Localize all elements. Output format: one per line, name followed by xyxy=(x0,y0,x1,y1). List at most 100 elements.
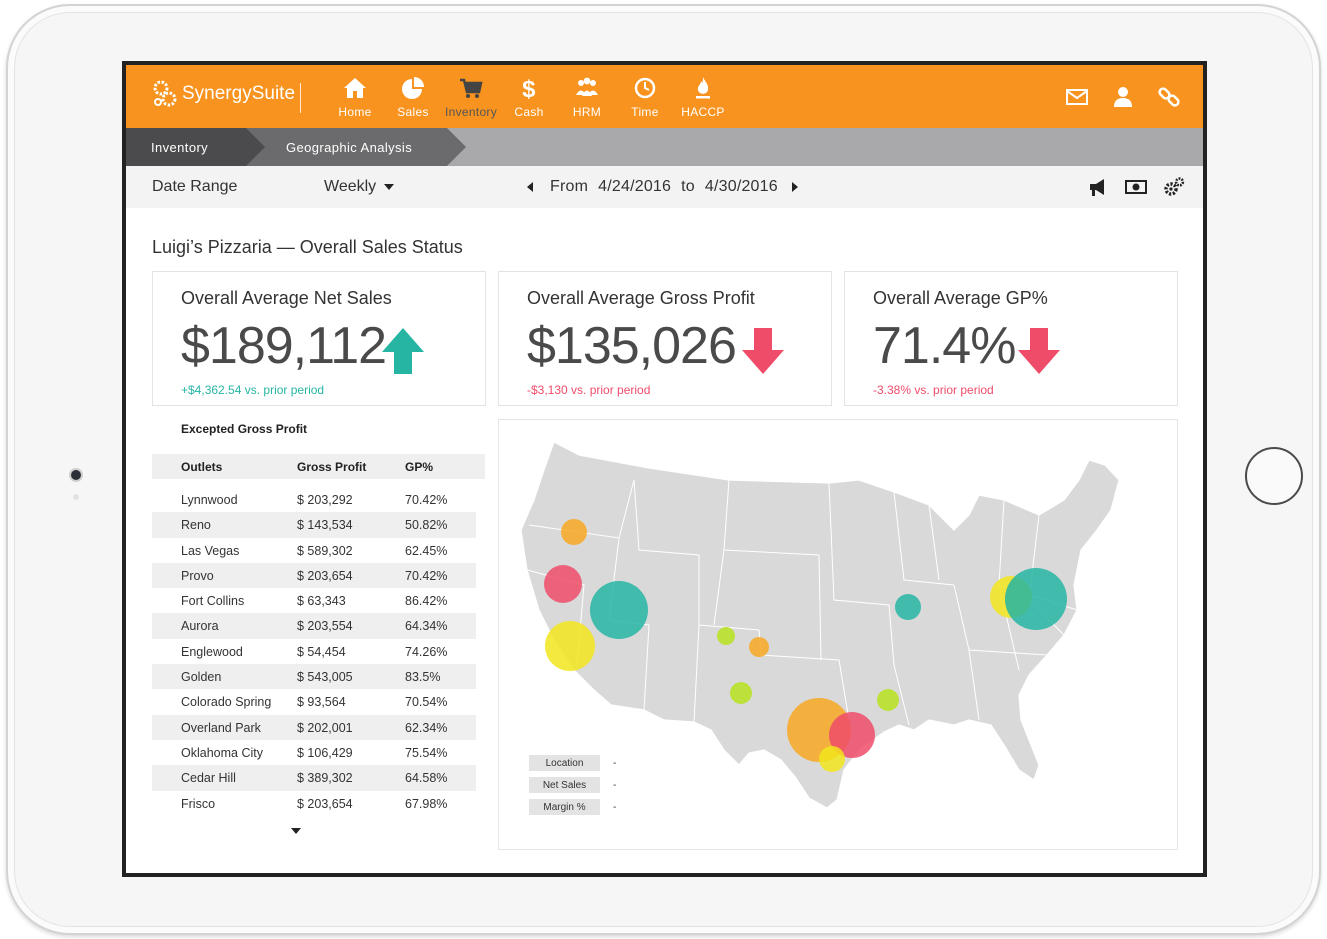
location-bubble[interactable] xyxy=(895,594,921,620)
money-icon[interactable] xyxy=(1125,176,1147,198)
cell-gp: 67.98% xyxy=(405,796,448,811)
megaphone-icon[interactable] xyxy=(1087,176,1109,198)
cell-gross-profit: $ 589,302 xyxy=(297,543,353,558)
period-dropdown[interactable]: Weekly xyxy=(324,178,395,196)
main-nav: Home Sales Inventory $ Cash HRM Time xyxy=(326,75,732,119)
nav-item-haccp[interactable]: HACCP xyxy=(674,75,732,119)
nav-item-time[interactable]: Time xyxy=(616,75,674,119)
kpi-change: -3.38% vs. prior period xyxy=(873,383,994,397)
next-period-button[interactable] xyxy=(792,182,798,192)
cell-outlet: Englewood xyxy=(181,644,243,659)
nav-label: HACCP xyxy=(681,105,725,119)
home-button[interactable] xyxy=(1245,447,1303,505)
nav-item-cash[interactable]: $ Cash xyxy=(500,75,558,119)
breadcrumb-item-inventory[interactable]: Inventory xyxy=(126,128,246,166)
cart-icon xyxy=(460,78,483,98)
cell-outlet: Las Vegas xyxy=(181,543,240,558)
table-row[interactable]: Reno $ 143,534 50.82% xyxy=(152,512,476,538)
cell-gross-profit: $ 203,554 xyxy=(297,619,353,634)
table-row[interactable]: Overland Park $ 202,001 62.34% xyxy=(152,714,476,740)
date-range-label: Date Range xyxy=(152,178,238,195)
mail-icon[interactable] xyxy=(1065,85,1089,109)
location-bubble[interactable] xyxy=(1005,568,1067,630)
cell-gp: 64.34% xyxy=(405,619,448,634)
location-bubble[interactable] xyxy=(590,581,648,639)
cell-gp: 86.42% xyxy=(405,594,448,609)
column-header-outlets[interactable]: Outlets xyxy=(181,460,223,474)
location-bubble[interactable] xyxy=(877,689,899,711)
breadcrumb-arrow xyxy=(246,128,265,166)
app-screen: SynergySuite Home Sales Inventory $ Cash xyxy=(122,61,1207,877)
nav-item-home[interactable]: Home xyxy=(326,75,384,119)
table-row[interactable]: Las Vegas $ 589,302 62.45% xyxy=(152,538,476,563)
previous-period-button[interactable] xyxy=(527,182,533,192)
to-date[interactable]: 4/30/2016 xyxy=(704,178,778,195)
kpi-label: Overall Average Gross Profit xyxy=(527,288,755,308)
cell-outlet: Overland Park xyxy=(181,720,261,735)
column-header-gp[interactable]: GP% xyxy=(405,460,434,474)
table-row[interactable]: Colorado Spring $ 93,564 70.54% xyxy=(152,689,476,714)
from-date[interactable]: 4/24/2016 xyxy=(598,178,672,195)
legend-value: - xyxy=(613,757,617,769)
cell-outlet: Fort Collins xyxy=(181,594,245,609)
table-row[interactable]: Oklahoma City $ 106,429 75.54% xyxy=(152,740,476,765)
location-bubble[interactable] xyxy=(544,565,582,603)
nav-item-inventory[interactable]: Inventory xyxy=(442,75,500,119)
gears-logo-icon xyxy=(153,80,177,107)
table-row[interactable]: Provo $ 203,654 70.42% xyxy=(152,562,476,589)
table-row[interactable]: Cedar Hill $ 389,302 64.58% xyxy=(152,765,476,791)
location-bubble[interactable] xyxy=(561,519,587,545)
legend-value: - xyxy=(613,801,617,813)
kpi-value: $135,026 xyxy=(527,317,737,375)
location-bubble[interactable] xyxy=(819,746,845,772)
link-icon[interactable] xyxy=(1157,85,1181,109)
app-logo[interactable]: SynergySuite xyxy=(152,79,295,109)
column-header-gross-profit[interactable]: Gross Profit xyxy=(297,460,367,474)
breadcrumb-item-geographic-analysis[interactable]: Geographic Analysis xyxy=(265,128,447,166)
trend-up-icon xyxy=(382,328,424,374)
cell-gross-profit: $ 54,454 xyxy=(297,644,346,659)
home-icon xyxy=(344,78,366,98)
nav-label: Sales xyxy=(397,105,429,119)
cell-gp: 62.34% xyxy=(405,720,448,735)
logo-divider xyxy=(300,83,301,113)
top-actions xyxy=(1065,85,1181,109)
kpi-label: Overall Average GP% xyxy=(873,288,1048,308)
nav-item-hrm[interactable]: HRM xyxy=(558,75,616,119)
cell-outlet: Aurora xyxy=(181,619,219,634)
kpi-gross-profit: Overall Average Gross Profit $135,026 -$… xyxy=(498,271,832,406)
from-label: From xyxy=(550,178,589,195)
cell-gross-profit: $ 63,343 xyxy=(297,594,346,609)
geographic-map-panel: Location - Net Sales - Margin % - xyxy=(498,419,1178,850)
cell-outlet: Colorado Spring xyxy=(181,695,272,710)
cell-gross-profit: $ 93,564 xyxy=(297,695,346,710)
show-more-caret-icon[interactable] xyxy=(291,828,301,834)
cell-gp: 70.42% xyxy=(405,493,448,507)
nav-item-sales[interactable]: Sales xyxy=(384,75,442,119)
table-row[interactable]: Lynnwood $ 203,292 70.42% xyxy=(152,487,476,512)
kpi-label: Overall Average Net Sales xyxy=(181,288,392,308)
nav-label: Cash xyxy=(514,105,544,119)
cell-gross-profit: $ 203,654 xyxy=(297,796,353,811)
table-row[interactable]: Englewood $ 54,454 74.26% xyxy=(152,639,476,664)
camera xyxy=(69,468,83,482)
location-bubble[interactable] xyxy=(749,637,769,657)
top-navigation-bar: SynergySuite Home Sales Inventory $ Cash xyxy=(126,65,1203,128)
user-icon[interactable] xyxy=(1111,85,1135,109)
location-bubble[interactable] xyxy=(717,627,735,645)
sales-bubbles xyxy=(544,519,1067,772)
legend-row: Net Sales - xyxy=(529,774,616,796)
table-row[interactable]: Golden $ 543,005 83.5% xyxy=(152,664,476,690)
filter-bar: Date Range Weekly From 4/24/2016 to 4/30… xyxy=(126,166,1203,208)
location-bubble[interactable] xyxy=(829,712,875,758)
table-row[interactable]: Aurora $ 203,554 64.34% xyxy=(152,613,476,639)
location-bubble[interactable] xyxy=(730,682,752,704)
cell-gross-profit: $ 106,429 xyxy=(297,745,353,760)
settings-icon[interactable] xyxy=(1163,176,1185,198)
table-row[interactable]: Frisco $ 203,654 67.98% xyxy=(152,791,476,816)
app-name: SynergySuite xyxy=(182,83,296,104)
kpi-change: -$3,130 vs. prior period xyxy=(527,383,651,397)
location-bubble[interactable] xyxy=(545,621,595,671)
table-row[interactable]: Fort Collins $ 63,343 86.42% xyxy=(152,588,476,613)
cell-gp: 50.82% xyxy=(405,518,448,533)
